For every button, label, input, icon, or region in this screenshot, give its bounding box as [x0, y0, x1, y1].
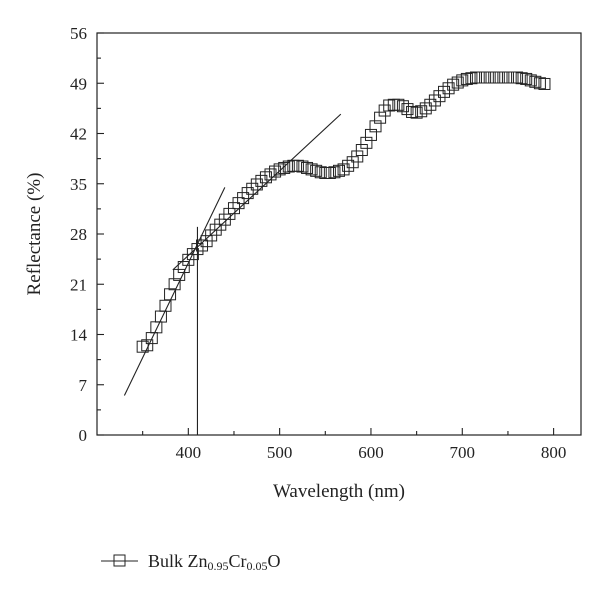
y-tick-label: 49 [70, 74, 87, 93]
data-point [164, 288, 177, 301]
legend-label-sub2: 0.05 [247, 559, 268, 573]
legend-label-sub1: 0.95 [208, 559, 229, 573]
data-point [533, 77, 546, 90]
data-point [328, 166, 341, 179]
data-point [296, 160, 309, 173]
data-point [460, 72, 473, 85]
data-point [451, 76, 464, 89]
plot-frame [96, 32, 582, 436]
data-point [301, 161, 314, 174]
tangent-line [123, 187, 226, 396]
data-point [406, 105, 419, 118]
data-point [241, 187, 254, 200]
y-axis-title: Reflectance (%) [24, 173, 45, 296]
data-point [141, 339, 154, 352]
data-point [392, 98, 405, 111]
data-point [323, 166, 336, 179]
data-point [383, 99, 396, 112]
data-point [369, 120, 382, 133]
data-point [310, 164, 323, 177]
ticks [97, 32, 555, 436]
data-point [529, 75, 542, 88]
data-point [401, 103, 414, 116]
legend-label-part1: Bulk Zn [148, 551, 208, 571]
data-point [465, 72, 478, 85]
data-point [196, 239, 209, 252]
data-point [342, 159, 355, 172]
data-point [269, 165, 282, 178]
data-point [410, 106, 423, 119]
data-point [364, 128, 377, 141]
data-point [515, 72, 528, 85]
data-point [538, 77, 551, 90]
data-point [177, 261, 190, 274]
legend-label-part3: O [268, 551, 281, 571]
y-tick-label: 28 [70, 225, 87, 244]
data-point [255, 174, 268, 187]
data-point [438, 85, 451, 98]
y-tick-label: 21 [70, 275, 87, 294]
data-point [136, 340, 149, 353]
y-tick-label: 56 [70, 24, 87, 43]
data-point [424, 98, 437, 111]
data-point [415, 105, 428, 118]
data-point [314, 166, 327, 179]
y-tick-label: 14 [70, 326, 88, 345]
x-tick-label: 700 [450, 443, 476, 462]
x-axis-title: Wavelength (nm) [273, 481, 405, 502]
data-point [360, 136, 373, 149]
data-point [433, 90, 446, 103]
data-point [305, 163, 318, 176]
y-tick-label: 0 [79, 426, 88, 445]
data-point [447, 78, 460, 91]
y-tick-label: 7 [79, 376, 88, 395]
y-tick-label: 35 [70, 175, 87, 194]
data-point [524, 74, 537, 87]
x-tick-label: 500 [267, 443, 293, 462]
y-tick-label: 42 [70, 125, 87, 144]
data-point [351, 150, 364, 163]
tick-labels: 400 500 600 700 800 0 7 14 21 28 35 42 49 56 [70, 24, 566, 462]
x-tick-label: 400 [176, 443, 202, 462]
data-point [250, 178, 263, 191]
data-point [419, 102, 432, 115]
data-point [374, 111, 387, 124]
legend: Bulk Zn0.95Cr0.05O [101, 551, 281, 573]
axes [96, 32, 582, 436]
data-point [278, 161, 291, 174]
data-markers [136, 71, 551, 353]
data-point [168, 278, 181, 291]
legend-label: Bulk Zn0.95Cr0.05O [148, 551, 281, 573]
data-point [191, 243, 204, 256]
data-point [511, 71, 524, 84]
data-point [291, 159, 304, 172]
data-point [246, 182, 259, 195]
data-point [456, 74, 469, 87]
data-point [273, 163, 286, 176]
data-point [337, 163, 350, 176]
data-point [173, 268, 186, 281]
legend-marker [113, 554, 126, 567]
data-point [428, 94, 441, 107]
data-point [150, 321, 163, 334]
data-point [282, 160, 295, 173]
legend-label-part2: Cr [229, 551, 247, 571]
x-tick-label: 800 [541, 443, 567, 462]
x-tick-label: 600 [358, 443, 384, 462]
data-point [355, 144, 368, 157]
data-point [520, 72, 533, 85]
